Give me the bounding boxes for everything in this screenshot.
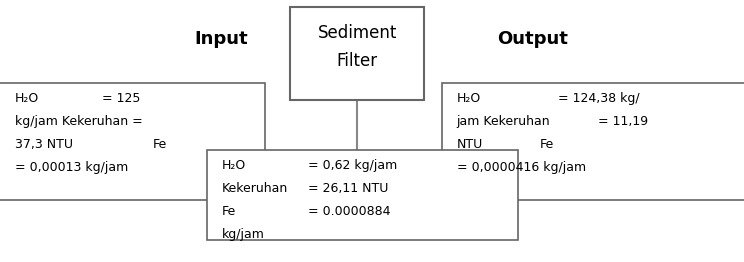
Text: = 125: = 125 xyxy=(102,92,141,105)
Text: Kekeruhan: Kekeruhan xyxy=(222,182,288,195)
FancyBboxPatch shape xyxy=(0,83,265,200)
Text: NTU: NTU xyxy=(457,138,483,151)
Text: = 0.0000884: = 0.0000884 xyxy=(308,205,391,218)
Text: Sediment: Sediment xyxy=(318,24,397,42)
Text: Filter: Filter xyxy=(336,52,378,70)
Text: Fe: Fe xyxy=(540,138,554,151)
FancyBboxPatch shape xyxy=(290,7,424,100)
Text: Output: Output xyxy=(497,30,568,48)
Text: = 0,00013 kg/jam: = 0,00013 kg/jam xyxy=(15,161,129,174)
Text: Fe: Fe xyxy=(153,138,167,151)
FancyBboxPatch shape xyxy=(207,150,519,240)
Text: = 0,0000416 kg/jam: = 0,0000416 kg/jam xyxy=(457,161,586,174)
FancyBboxPatch shape xyxy=(442,83,744,200)
Text: H₂O: H₂O xyxy=(457,92,481,105)
Text: Input: Input xyxy=(195,30,248,48)
Text: H₂O: H₂O xyxy=(222,159,246,172)
Text: kg/jam Kekeruhan =: kg/jam Kekeruhan = xyxy=(15,115,143,128)
Text: H₂O: H₂O xyxy=(15,92,39,105)
Text: jam Kekeruhan: jam Kekeruhan xyxy=(457,115,551,128)
Text: = 11,19: = 11,19 xyxy=(598,115,648,128)
Text: = 0,62 kg/jam: = 0,62 kg/jam xyxy=(308,159,397,172)
Text: = 124,38 kg/: = 124,38 kg/ xyxy=(558,92,640,105)
Text: kg/jam: kg/jam xyxy=(222,228,264,241)
Text: 37,3 NTU: 37,3 NTU xyxy=(15,138,73,151)
Text: = 26,11 NTU: = 26,11 NTU xyxy=(308,182,388,195)
Text: Fe: Fe xyxy=(222,205,236,218)
